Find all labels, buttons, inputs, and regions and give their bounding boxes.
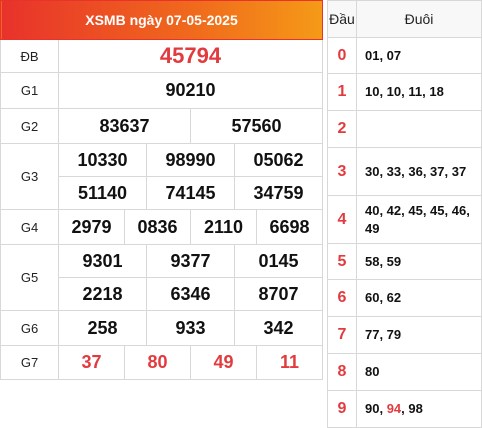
head-dau: Đầu	[327, 0, 357, 38]
prize-g6-1: 258	[59, 311, 147, 345]
duoi-3: 30, 33, 36, 37, 37	[356, 147, 482, 196]
label-g3: G3	[0, 143, 59, 210]
prize-g7-4: 11	[256, 345, 323, 380]
prize-g7-1: 37	[58, 345, 125, 380]
prize-g4-3: 2110	[190, 209, 257, 245]
prize-g7-3: 49	[190, 345, 257, 380]
prize-g3-6: 34759	[253, 182, 304, 203]
prize-g3-1: 10330	[59, 144, 147, 176]
prize-g2-2: 57560	[190, 108, 323, 144]
duoi-7: 77, 79	[356, 316, 482, 354]
results-title: XSMB ngày 07-05-2025	[0, 0, 323, 40]
dau-1: 1	[327, 73, 357, 111]
prize-g5-5: 6346	[147, 278, 235, 310]
dau-7: 7	[327, 316, 357, 354]
prize-g4-2: 0836	[124, 209, 191, 245]
prize-g6-3: 342	[263, 317, 294, 338]
results-panel: XSMB ngày 07-05-2025 ĐB 45794 G1 90210 G…	[0, 0, 323, 380]
loto-panel: Đầu Đuôi 0 01, 07 1 10, 10, 11, 18 2 3 3…	[327, 0, 482, 428]
label-db: ĐB	[0, 39, 59, 73]
label-g2: G2	[0, 108, 59, 144]
prize-g3-2: 98990	[147, 144, 235, 176]
label-g6: G6	[0, 310, 59, 346]
prize-g3-3: 05062	[253, 149, 304, 170]
prize-g4-4: 6698	[256, 209, 323, 245]
duoi-8: 80	[356, 353, 482, 391]
dau-8: 8	[327, 353, 357, 391]
dau-2: 2	[327, 110, 357, 148]
duoi-1: 10, 10, 11, 18	[356, 73, 482, 111]
duoi-0: 01, 07	[356, 37, 482, 74]
duoi-6: 60, 62	[356, 279, 482, 317]
label-g5: G5	[0, 244, 59, 311]
special-prize: 45794	[58, 39, 323, 73]
dau-9: 9	[327, 390, 357, 428]
loto-table: Đầu Đuôi 0 01, 07 1 10, 10, 11, 18 2 3 3…	[327, 0, 482, 428]
duoi-4: 40, 42, 45, 45, 46, 49	[356, 195, 482, 244]
prize-g5-2: 9377	[147, 245, 235, 277]
prize-g4-1: 2979	[58, 209, 125, 245]
dau-0: 0	[327, 37, 357, 74]
prize-g1: 90210	[58, 72, 323, 109]
prize-g5-3: 0145	[258, 250, 299, 271]
prize-g5-1: 9301	[59, 245, 147, 277]
duoi-9-part-c: , 98	[401, 401, 423, 416]
head-duoi: Đuôi	[356, 0, 482, 38]
duoi-9-highlight: 94	[386, 401, 402, 416]
dau-3: 3	[327, 147, 357, 196]
duoi-9: 90, 94, 98	[356, 390, 482, 428]
duoi-9-part-a: 90,	[365, 401, 387, 416]
duoi-2	[356, 110, 482, 148]
dau-4: 4	[327, 195, 357, 244]
dau-5: 5	[327, 243, 357, 280]
duoi-5: 58, 59	[356, 243, 482, 280]
prize-g3-5: 74145	[147, 177, 235, 209]
prize-g7-2: 80	[124, 345, 191, 380]
label-g4: G4	[0, 209, 59, 245]
dau-6: 6	[327, 279, 357, 317]
label-g1: G1	[0, 72, 59, 109]
label-g7: G7	[0, 345, 59, 380]
prize-g5-4: 2218	[59, 278, 147, 310]
prize-g2-1: 83637	[58, 108, 191, 144]
prize-g5-6: 8707	[258, 283, 299, 304]
results-table: XSMB ngày 07-05-2025 ĐB 45794 G1 90210 G…	[0, 0, 323, 380]
prize-g3-4: 51140	[59, 177, 147, 209]
prize-g6-2: 933	[147, 311, 235, 345]
